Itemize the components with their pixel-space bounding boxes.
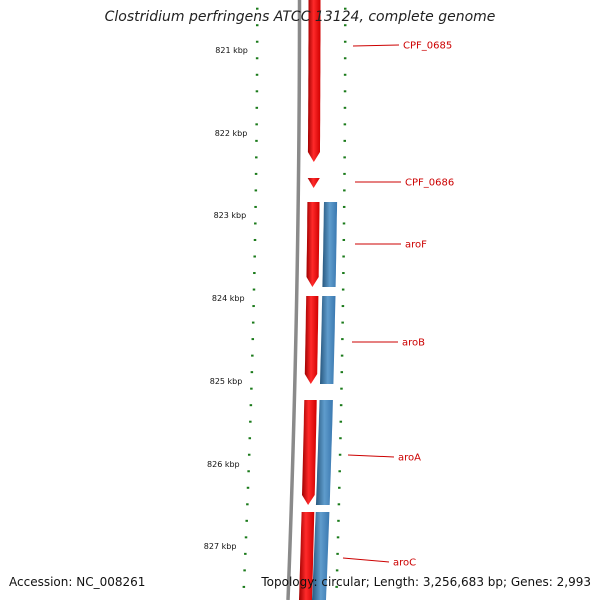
kbp-label: 825 kbp bbox=[210, 377, 243, 386]
gene-leader-line bbox=[352, 44, 400, 47]
cds-feature-3 bbox=[306, 202, 320, 287]
gene-label: aroF bbox=[405, 240, 427, 251]
topology-text: Topology: circular; Length: 3,256,683 bp… bbox=[261, 575, 591, 589]
kbp-label: 826 kbp bbox=[207, 460, 240, 469]
tick-layer bbox=[242, 7, 347, 588]
gene-label: aroA bbox=[398, 453, 421, 464]
gene-label: aroC bbox=[393, 558, 416, 569]
genome-backbone bbox=[286, 0, 302, 600]
cds-feature-4 bbox=[304, 296, 319, 384]
gene-feature-2 bbox=[320, 296, 336, 384]
kbp-label: 824 kbp bbox=[212, 294, 245, 303]
kbp-label: 823 kbp bbox=[214, 211, 247, 220]
gene-label: CPF_0685 bbox=[403, 41, 452, 52]
map-title: Clostridium perfringens ATCC 13124, comp… bbox=[104, 9, 496, 25]
gene-feature-3 bbox=[315, 400, 333, 505]
feature-track-layer bbox=[286, 0, 338, 600]
gene-leader-line bbox=[347, 454, 395, 458]
cds-feature-5 bbox=[302, 400, 317, 505]
cds-feature-1 bbox=[307, 0, 321, 162]
cds-feature-6 bbox=[299, 512, 315, 600]
gene-label: CPF_0686 bbox=[405, 178, 454, 189]
label-layer: 821 kbp 822 kbp 823 kbp 824 kbp 825 kbp 826 k… bbox=[204, 41, 454, 569]
gene-leader-line bbox=[342, 557, 390, 563]
gene-feature-1 bbox=[322, 202, 338, 287]
kbp-label: 827 kbp bbox=[204, 542, 237, 551]
kbp-label: 822 kbp bbox=[215, 129, 248, 138]
kbp-label: 821 kbp bbox=[215, 46, 248, 55]
accession-text: Accession: NC_008261 bbox=[9, 575, 146, 589]
cds-feature-2 bbox=[307, 178, 320, 188]
gene-feature-4 bbox=[312, 512, 330, 600]
gene-label: aroB bbox=[402, 338, 425, 349]
